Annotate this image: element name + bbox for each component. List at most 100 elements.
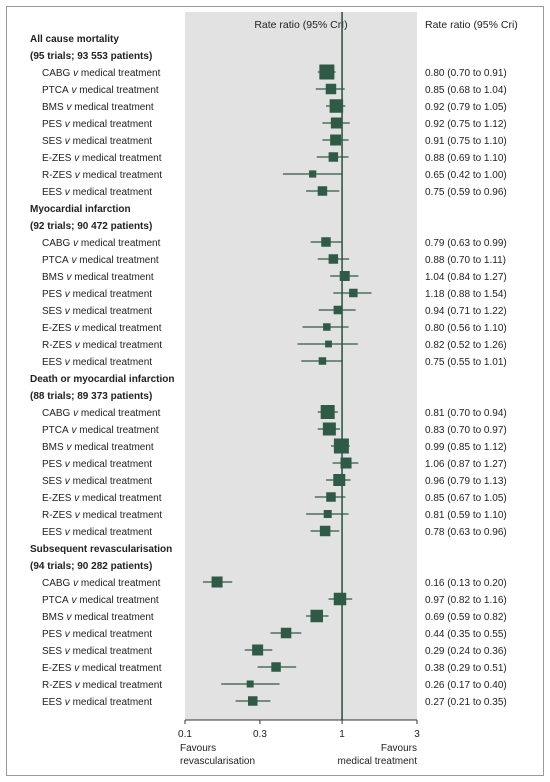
row-label-comparator: medical treatment (73, 459, 153, 470)
row-label-versus: v (62, 187, 73, 198)
group-subtitle: (94 trials; 90 282 patients) (30, 561, 152, 572)
row-label-comparator: medical treatment (73, 289, 153, 300)
row-label-comparator: medical treatment (82, 153, 162, 164)
row-label-versus: v (70, 238, 81, 249)
forest-row: SES v medical treatment 0.91 (0.75 to 1.1… (42, 134, 507, 147)
rate-ratio-value: 0.80 (0.70 to 0.91) (425, 68, 507, 79)
rate-ratio-value: 0.88 (0.69 to 1.10) (425, 153, 507, 164)
estimate-marker (328, 254, 339, 264)
estimate-marker (317, 186, 328, 196)
estimate-marker (323, 510, 332, 518)
rate-ratio-value: 0.91 (0.75 to 1.10) (425, 136, 507, 147)
row-label-treatment: CABG (42, 68, 71, 79)
rate-ratio-value: 0.69 (0.59 to 0.82) (425, 612, 507, 623)
forest-row: PES v medical treatment 1.18 (0.88 to 1.5… (42, 288, 507, 300)
row-label-treatment: CABG (42, 408, 71, 419)
row-label-comparator: medical treatment (82, 663, 162, 674)
row-label-treatment: BMS (42, 272, 64, 283)
row-label: PES v medical treatment (42, 459, 152, 470)
row-label-versus: v (72, 680, 83, 691)
row-label: SES v medical treatment (42, 136, 152, 147)
forest-row: PES v medical treatment 1.06 (0.87 to 1.2… (42, 457, 507, 470)
row-label: SES v medical treatment (42, 306, 152, 317)
row-label-versus: v (69, 255, 80, 266)
rate-ratio-value: 0.26 (0.17 to 0.40) (425, 680, 507, 691)
group-title: Subsequent revascularisation (30, 544, 172, 555)
estimate-marker (271, 662, 281, 672)
rate-ratio-value: 0.81 (0.59 to 1.10) (425, 510, 507, 521)
row-label-versus: v (64, 442, 75, 453)
forest-row: EES v medical treatment 0.78 (0.63 to 0.9… (42, 525, 507, 538)
rate-ratio-value: 0.16 (0.13 to 0.20) (425, 578, 507, 589)
row-label-comparator: medical treatment (83, 680, 163, 691)
estimate-marker (349, 288, 358, 298)
estimate-marker (318, 357, 327, 365)
estimate-marker (326, 492, 336, 502)
row-label-versus: v (71, 153, 82, 164)
row-label-versus: v (72, 340, 83, 351)
row-label: E-ZES v medical treatment (42, 663, 162, 674)
estimate-marker (340, 457, 352, 469)
row-label-comparator: medical treatment (82, 493, 162, 504)
row-label: CABG v medical treatment (42, 68, 161, 79)
forest-row: SES v medical treatment 0.94 (0.71 to 1.2… (42, 305, 507, 317)
row-label: PTCA v medical treatment (42, 595, 159, 606)
row-label-comparator: medical treatment (73, 187, 153, 198)
row-label: E-ZES v medical treatment (42, 153, 162, 164)
row-label-versus: v (71, 663, 82, 674)
forest-row: PTCA v medical treatment 0.97 (0.82 to 1.… (42, 592, 507, 606)
estimate-marker (333, 592, 347, 606)
x-tick-label: 3 (414, 729, 420, 740)
forest-row: E-ZES v medical treatment 0.38 (0.29 to 0… (42, 662, 507, 674)
row-label: R-ZES v medical treatment (42, 170, 162, 181)
row-label: EES v medical treatment (42, 187, 152, 198)
forest-row: PES v medical treatment 0.44 (0.35 to 0.5… (42, 627, 507, 640)
rate-ratio-value: 0.94 (0.71 to 1.22) (425, 306, 507, 317)
row-label: BMS v medical treatment (42, 612, 154, 623)
estimate-marker (325, 83, 337, 95)
row-label-treatment: PES (42, 119, 62, 130)
row-label-treatment: PES (42, 629, 62, 640)
row-label-treatment: R-ZES (42, 680, 72, 691)
row-label-comparator: medical treatment (73, 476, 153, 487)
row-label-comparator: medical treatment (81, 578, 161, 589)
row-label: PTCA v medical treatment (42, 85, 159, 96)
row-label-comparator: medical treatment (73, 357, 153, 368)
row-label-comparator: medical treatment (74, 442, 154, 453)
row-label-treatment: PTCA (42, 255, 69, 266)
forest-row: BMS v medical treatment 0.69 (0.59 to 0.8… (42, 609, 507, 623)
row-label-comparator: medical treatment (74, 612, 154, 623)
row-label-treatment: E-ZES (42, 663, 72, 674)
x-tick-label: 0.3 (253, 729, 267, 740)
rate-ratio-value: 1.04 (0.84 to 1.27) (425, 272, 507, 283)
row-label-versus: v (62, 459, 73, 470)
forest-row: R-ZES v medical treatment 0.26 (0.17 to 0… (42, 680, 507, 691)
estimate-marker (310, 609, 324, 623)
rate-ratio-value: 0.81 (0.70 to 0.94) (425, 408, 507, 419)
rate-ratio-value: 0.82 (0.52 to 1.26) (425, 340, 507, 351)
rate-ratio-value: 0.75 (0.59 to 0.96) (425, 187, 507, 198)
row-label: EES v medical treatment (42, 357, 152, 368)
estimate-marker (322, 422, 336, 436)
row-label: R-ZES v medical treatment (42, 510, 162, 521)
row-label-comparator: medical treatment (79, 85, 159, 96)
x-tick-label: 0.1 (178, 729, 192, 740)
rate-ratio-value: 0.83 (0.70 to 0.97) (425, 425, 507, 436)
estimate-marker (328, 152, 339, 162)
estimate-marker (319, 525, 331, 537)
row-label-versus: v (71, 493, 82, 504)
forest-row: E-ZES v medical treatment 0.80 (0.56 to 1… (42, 323, 507, 334)
rate-ratio-value: 0.79 (0.63 to 0.99) (425, 238, 507, 249)
group-subtitle: (92 trials; 90 472 patients) (30, 221, 152, 232)
row-label: CABG v medical treatment (42, 238, 161, 249)
row-label-comparator: medical treatment (74, 102, 154, 113)
row-label-comparator: medical treatment (82, 323, 162, 334)
row-label-versus: v (62, 306, 73, 317)
x-tick-label: 1 (339, 729, 345, 740)
forest-row: R-ZES v medical treatment 0.82 (0.52 to 1… (42, 340, 507, 351)
estimate-marker (333, 305, 343, 315)
row-label: E-ZES v medical treatment (42, 323, 162, 334)
forest-row: EES v medical treatment 0.75 (0.59 to 0.9… (42, 186, 507, 198)
row-label-comparator: medical treatment (73, 306, 153, 317)
row-label: BMS v medical treatment (42, 102, 154, 113)
